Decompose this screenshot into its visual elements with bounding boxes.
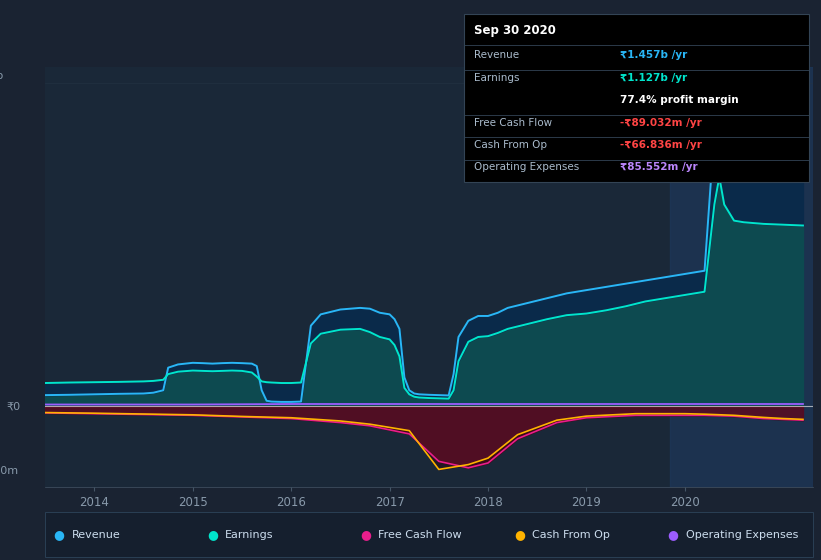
Text: -₹66.836m /yr: -₹66.836m /yr (620, 140, 702, 150)
Text: ₹1.127b /yr: ₹1.127b /yr (620, 73, 687, 83)
Text: ₹0: ₹0 (7, 402, 21, 412)
Text: Cash From Op: Cash From Op (532, 530, 610, 540)
Text: Sep 30 2020: Sep 30 2020 (474, 24, 556, 37)
Text: ●: ● (360, 528, 371, 542)
Text: -₹400m: -₹400m (0, 466, 19, 476)
Text: ₹2b: ₹2b (0, 71, 4, 81)
Text: ₹85.552m /yr: ₹85.552m /yr (620, 162, 698, 172)
Text: 77.4% profit margin: 77.4% profit margin (620, 95, 738, 105)
Text: Operating Expenses: Operating Expenses (686, 530, 798, 540)
Bar (670, 67, 813, 487)
Text: -₹89.032m /yr: -₹89.032m /yr (620, 118, 702, 128)
Text: Cash From Op: Cash From Op (474, 140, 547, 150)
Text: ●: ● (667, 528, 678, 542)
Text: ●: ● (207, 528, 218, 542)
Text: ₹1.457b /yr: ₹1.457b /yr (620, 50, 687, 60)
Text: ●: ● (53, 528, 64, 542)
Text: Free Cash Flow: Free Cash Flow (378, 530, 462, 540)
Text: Earnings: Earnings (474, 73, 519, 83)
Text: Free Cash Flow: Free Cash Flow (474, 118, 552, 128)
Text: Earnings: Earnings (225, 530, 273, 540)
Text: Revenue: Revenue (71, 530, 120, 540)
Text: ●: ● (514, 528, 525, 542)
Text: Revenue: Revenue (474, 50, 519, 60)
Text: Operating Expenses: Operating Expenses (474, 162, 579, 172)
